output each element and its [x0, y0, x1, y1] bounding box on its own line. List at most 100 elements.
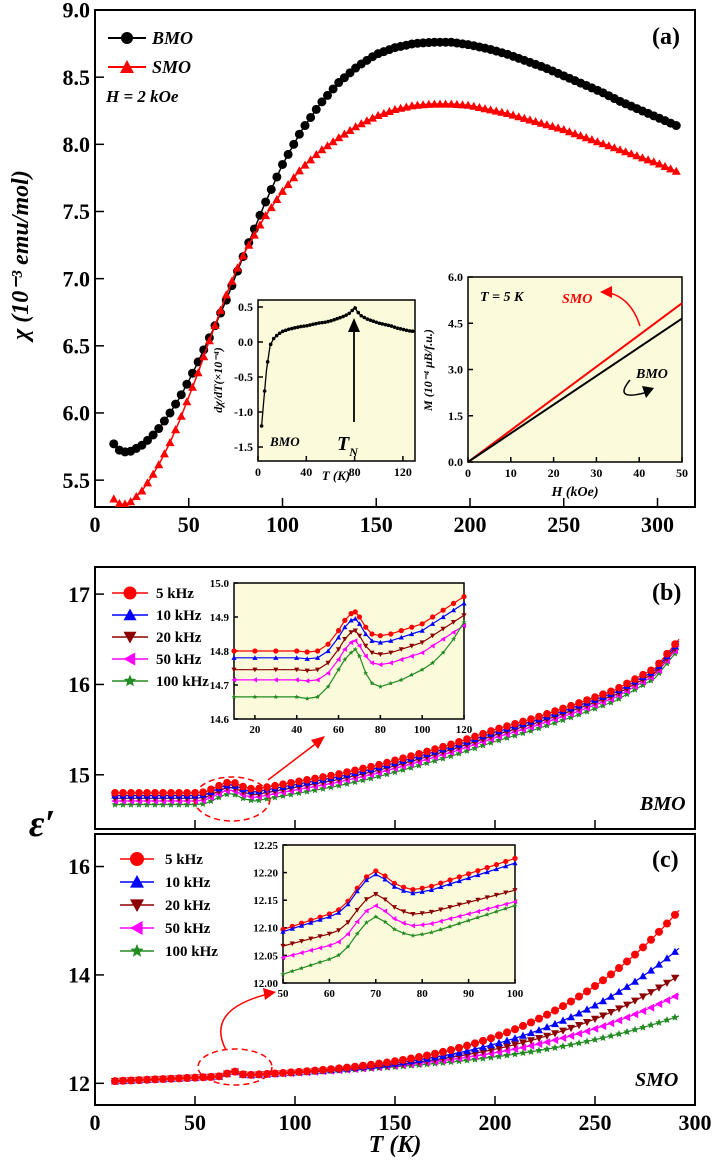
- data-point-c: [535, 1026, 543, 1034]
- inset-c-point: [299, 939, 305, 944]
- inset-c-point: [466, 875, 472, 881]
- x-tick-label: 0: [90, 512, 101, 537]
- inset-b-point: [304, 656, 310, 661]
- data-point-smo: [643, 155, 653, 164]
- data-point-b: [455, 738, 463, 746]
- data-point-b: [351, 778, 359, 786]
- data-point-c: [615, 1030, 623, 1038]
- inset-c-point: [493, 861, 500, 868]
- data-point-b: [143, 789, 151, 797]
- y-tick-label: 4.5: [448, 316, 463, 330]
- data-point-b: [463, 735, 471, 743]
- legend-label-c: 100 kHz: [165, 944, 218, 960]
- inset-b-point: [231, 667, 237, 673]
- data-point-c: [623, 1027, 631, 1036]
- inset-c-point: [456, 878, 462, 884]
- data-point-smo: [148, 469, 158, 478]
- x-tick-label: 50: [178, 512, 200, 537]
- data-point-c: [567, 1031, 575, 1040]
- panel-b-label: (b): [652, 580, 681, 606]
- x-tick-label: 60: [324, 988, 336, 1000]
- data-point-c: [335, 1064, 343, 1073]
- inset-c-point: [317, 917, 323, 922]
- inset-b-point: [342, 646, 347, 652]
- data-point-c: [167, 1074, 175, 1083]
- data-point-smo: [671, 166, 681, 175]
- inset-c-point: [419, 885, 425, 891]
- data-point-c: [503, 1036, 511, 1044]
- data-point-b: [431, 757, 439, 764]
- data-point-b: [479, 729, 487, 738]
- data-point-smo: [508, 110, 518, 119]
- data-point-b: [295, 789, 303, 797]
- inset-b-point: [461, 619, 467, 625]
- inset-c-point: [475, 872, 481, 878]
- data-point-b: [535, 712, 543, 721]
- data-point-c: [575, 1009, 583, 1017]
- data-point-b: [391, 756, 399, 765]
- data-point-b: [231, 779, 239, 787]
- data-point-c: [575, 1029, 583, 1038]
- data-point-b: [407, 752, 415, 760]
- data-point-b: [599, 701, 607, 709]
- inset-c-point: [326, 942, 332, 949]
- data-point-b: [239, 782, 247, 791]
- data-point-c: [543, 1023, 551, 1031]
- inset-b-point: [363, 670, 369, 676]
- data-point-smo: [188, 382, 197, 391]
- data-point-b: [663, 659, 671, 667]
- data-point-c: [519, 1039, 527, 1047]
- inset-c-point: [373, 903, 378, 909]
- data-point-b: [535, 724, 543, 732]
- inset-c-point: [410, 923, 415, 929]
- data-point-smo: [171, 425, 181, 434]
- data-point-c: [631, 977, 639, 985]
- inset-b-point: [377, 639, 383, 645]
- data-point-b: [367, 762, 375, 771]
- data-point-b: [639, 681, 647, 689]
- data-point-smo: [587, 135, 597, 144]
- x-tick-label: 20: [548, 466, 560, 480]
- data-point-smo: [182, 397, 192, 406]
- data-point-c: [671, 947, 679, 955]
- data-point-c: [495, 1048, 503, 1057]
- inset-dchi-point: [326, 319, 330, 324]
- legend-marker-b: [123, 608, 137, 621]
- inset-c-point: [484, 906, 490, 912]
- inset-b-point: [450, 600, 457, 607]
- data-point-c: [279, 1068, 287, 1077]
- data-point-c: [599, 976, 607, 985]
- inset-c-point: [391, 926, 397, 932]
- data-point-c: [655, 960, 663, 968]
- data-point-b: [559, 716, 567, 724]
- data-point-c: [559, 1034, 567, 1042]
- inset-dchi-point: [265, 360, 270, 364]
- data-point-b: [287, 790, 295, 798]
- data-point-b: [671, 649, 679, 657]
- data-point-c: [439, 1047, 447, 1056]
- inset-c-point: [484, 912, 490, 917]
- data-point-b: [311, 774, 319, 783]
- data-point-c: [351, 1062, 359, 1071]
- x-tick-label: 0: [465, 466, 471, 480]
- data-point-c: [631, 997, 639, 1005]
- inset-b-point: [315, 694, 321, 699]
- data-point-b: [551, 707, 559, 715]
- inset-b-point: [398, 628, 404, 634]
- inset-c-point: [438, 880, 444, 886]
- inset-c-point: [382, 919, 388, 924]
- data-point-smo: [193, 368, 203, 377]
- data-point-c: [487, 1049, 495, 1058]
- data-point-c: [511, 1041, 519, 1049]
- inset-b-point: [252, 667, 258, 673]
- inset-b-point: [363, 643, 369, 649]
- data-point-b: [127, 789, 135, 797]
- data-point-b: [343, 780, 351, 787]
- inset-b-point: [398, 634, 404, 640]
- data-point-c: [455, 1048, 463, 1056]
- data-point-b: [263, 783, 271, 791]
- panel-a-legend: BMO SMO H = 2 kOe: [105, 28, 193, 106]
- inset-dchi-point: [404, 328, 409, 333]
- data-point-b: [607, 687, 615, 696]
- data-point-c: [207, 1072, 215, 1081]
